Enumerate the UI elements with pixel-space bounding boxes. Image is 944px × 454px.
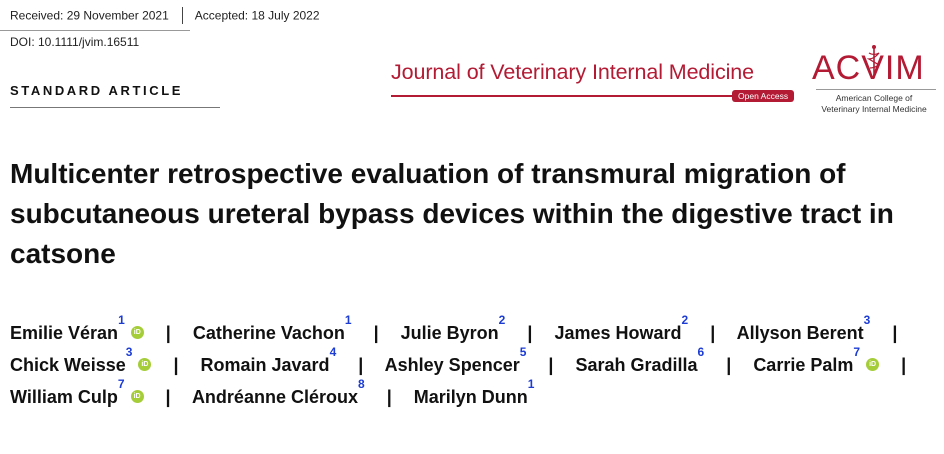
section-label: STANDARD ARTICLE bbox=[10, 83, 184, 98]
author-item[interactable]: Ashley Spencer5 bbox=[384, 346, 527, 375]
author-item[interactable]: Catherine Vachon1 bbox=[192, 314, 352, 343]
author-item[interactable]: Marilyn Dunn1 bbox=[413, 378, 535, 407]
header-divider bbox=[0, 30, 190, 31]
author-name[interactable]: Julie Byron bbox=[400, 323, 499, 343]
affiliation-number[interactable]: 1 bbox=[118, 313, 125, 327]
author-separator: | bbox=[527, 323, 533, 343]
author-name[interactable]: William Culp bbox=[10, 387, 118, 407]
college-name: American College of Veterinary Internal … bbox=[812, 93, 936, 115]
author-separator: | bbox=[173, 355, 179, 375]
author-item[interactable]: Romain Javard4 bbox=[200, 346, 337, 375]
author-name[interactable]: Allyson Berent bbox=[736, 323, 864, 343]
author-item[interactable]: Emilie Véran1 iD bbox=[10, 314, 144, 343]
journal-title[interactable]: Journal of Veterinary Internal Medicine bbox=[391, 60, 754, 84]
accepted-date: Accepted: 18 July 2022 bbox=[194, 8, 320, 23]
affiliation-number[interactable]: 7 bbox=[853, 345, 861, 359]
author-name[interactable]: Catherine Vachon bbox=[192, 323, 345, 343]
author-name[interactable]: James Howard bbox=[554, 323, 682, 343]
author-separator: | bbox=[901, 355, 907, 375]
author-item[interactable]: Carrie Palm7 iD bbox=[753, 346, 880, 375]
author-list: Emilie Véran1iD | Catherine Vachon1 | Ju… bbox=[10, 314, 930, 413]
affiliation-number[interactable]: 6 bbox=[697, 345, 705, 359]
author-item[interactable]: James Howard2 bbox=[554, 314, 688, 343]
logo-divider bbox=[816, 89, 936, 90]
author-separator: | bbox=[373, 323, 379, 343]
author-name[interactable]: Marilyn Dunn bbox=[413, 387, 528, 407]
affiliation-number[interactable]: 8 bbox=[357, 377, 365, 391]
journal-underline bbox=[391, 95, 734, 97]
author-item[interactable]: Chick Weisse3 iD bbox=[10, 346, 152, 375]
author-separator: | bbox=[726, 355, 732, 375]
author-name[interactable]: Ashley Spencer bbox=[384, 355, 520, 375]
author-name[interactable]: Romain Javard bbox=[200, 355, 330, 375]
author-item[interactable]: Sarah Gradilla6 bbox=[575, 346, 704, 375]
article-title: Multicenter retrospective evaluation of … bbox=[10, 158, 894, 269]
acvim-wordmark: ACV IM bbox=[812, 45, 925, 88]
affiliation-number[interactable]: 2 bbox=[681, 313, 689, 327]
author-separator: | bbox=[386, 387, 392, 407]
affiliation-number[interactable]: 1 bbox=[344, 313, 352, 327]
doi-link[interactable]: DOI: 10.1111/jvim.16511 bbox=[10, 35, 140, 49]
orcid-icon[interactable]: iD bbox=[130, 325, 144, 339]
open-access-badge: Open Access bbox=[732, 90, 795, 102]
orcid-icon[interactable]: iD bbox=[130, 389, 144, 403]
author-name[interactable]: Chick Weisse bbox=[10, 355, 126, 375]
orcid-icon[interactable]: iD bbox=[866, 357, 880, 371]
affiliation-number[interactable]: 5 bbox=[519, 345, 527, 359]
affiliation-number[interactable]: 4 bbox=[329, 345, 337, 359]
received-date: Received: 29 November 2021 bbox=[10, 8, 169, 23]
author-separator: | bbox=[548, 355, 554, 375]
section-underline bbox=[10, 107, 220, 108]
author-item[interactable]: William Culp7 iD bbox=[10, 378, 144, 407]
acvim-logo[interactable]: ACV IM American College of Veterinary In… bbox=[812, 45, 936, 120]
author-separator: | bbox=[358, 355, 364, 375]
author-separator: | bbox=[165, 323, 171, 343]
date-divider bbox=[181, 7, 183, 24]
college-line-2: Veterinary Internal Medicine bbox=[821, 104, 927, 114]
author-separator: | bbox=[710, 323, 716, 343]
author-item[interactable]: Julie Byron2 bbox=[400, 314, 506, 343]
author-name[interactable]: Carrie Palm bbox=[753, 355, 854, 375]
affiliation-number[interactable]: 3 bbox=[125, 345, 133, 359]
college-line-1: American College of bbox=[835, 93, 913, 103]
author-item[interactable]: Andréanne Cléroux8 bbox=[191, 378, 365, 407]
affiliation-number[interactable]: 2 bbox=[498, 313, 506, 327]
affiliation-number[interactable]: 7 bbox=[117, 377, 125, 391]
author-name[interactable]: Andréanne Cléroux bbox=[191, 387, 358, 407]
author-separator: | bbox=[892, 323, 898, 343]
author-item[interactable]: Allyson Berent3 bbox=[736, 314, 871, 343]
orcid-icon[interactable]: iD bbox=[138, 357, 152, 371]
author-name[interactable]: Sarah Gradilla bbox=[575, 355, 698, 375]
author-separator: | bbox=[165, 387, 171, 407]
caduceus-icon bbox=[866, 45, 881, 78]
affiliation-number[interactable]: 3 bbox=[863, 313, 871, 327]
author-name[interactable]: Emilie Véran bbox=[10, 323, 119, 343]
article-dates: Received: 29 November 2021 Accepted: 18 J… bbox=[10, 7, 320, 25]
affiliation-number[interactable]: 1 bbox=[527, 377, 535, 391]
